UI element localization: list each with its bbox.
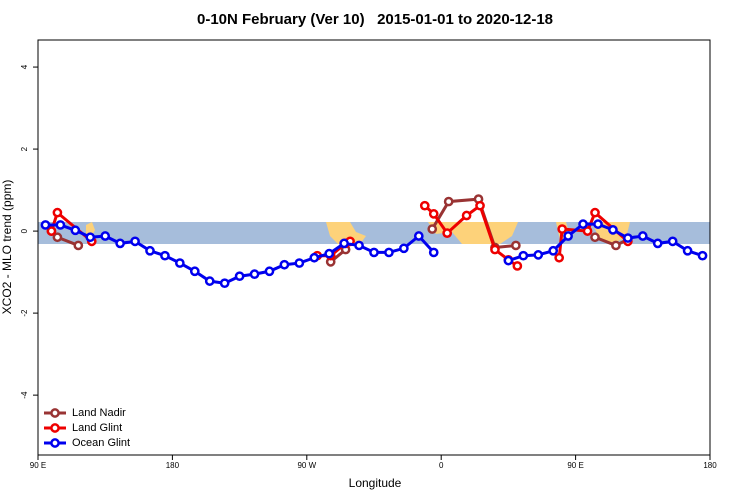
point: [204, 276, 215, 286]
ocean-band: [38, 222, 710, 244]
point: [582, 226, 593, 236]
point: [637, 231, 648, 241]
point: [475, 200, 485, 211]
point: [608, 225, 618, 235]
x-tick-label: 90 E: [567, 461, 583, 470]
point: [189, 266, 200, 277]
point: [611, 240, 621, 251]
point: [145, 245, 155, 256]
point: [511, 240, 521, 251]
x-tick-label: 180: [703, 461, 717, 470]
point: [219, 278, 230, 289]
point: [682, 245, 693, 256]
point: [548, 245, 559, 256]
legend-marker: [50, 423, 60, 433]
land: [428, 222, 518, 244]
point: [490, 244, 500, 255]
point: [354, 240, 364, 251]
point: [52, 232, 63, 243]
point: [652, 238, 663, 249]
point: [419, 200, 430, 211]
point: [442, 228, 453, 238]
point: [667, 236, 678, 247]
x-tick-label: 180: [166, 461, 180, 470]
map-band: [38, 222, 710, 244]
point: [590, 207, 600, 218]
point: [175, 258, 185, 268]
point: [264, 266, 275, 277]
point: [55, 220, 66, 230]
land: [326, 222, 366, 244]
point: [339, 238, 349, 249]
legend-label: Land Nadir: [72, 407, 126, 419]
point: [85, 232, 96, 243]
x-tick-label: 0: [439, 461, 444, 470]
point: [590, 232, 600, 243]
point: [40, 220, 51, 230]
point: [413, 231, 424, 241]
x-axis-label: Longitude: [349, 476, 402, 490]
point: [309, 252, 320, 263]
point: [554, 252, 565, 263]
point: [324, 248, 335, 259]
x-tick-label: 90 E: [30, 461, 46, 470]
point: [369, 247, 379, 258]
y-tick-label: 4: [20, 64, 29, 69]
point: [249, 269, 260, 280]
chart-title: 0-10N February (Ver 10) 2015-01-01 to 20…: [197, 11, 553, 28]
point: [384, 247, 394, 258]
y-tick-label: -2: [20, 309, 29, 317]
point: [428, 209, 439, 219]
point: [73, 240, 84, 251]
point: [443, 196, 454, 207]
point: [115, 238, 125, 249]
point: [461, 210, 472, 221]
y-tick-label: 0: [20, 228, 29, 233]
legend-marker: [50, 438, 60, 448]
point: [160, 250, 170, 261]
point: [52, 207, 63, 218]
point: [578, 219, 588, 229]
point: [593, 219, 603, 229]
point: [563, 231, 573, 241]
point: [130, 236, 140, 247]
y-tick-label: -4: [20, 391, 29, 399]
point: [100, 231, 111, 241]
point: [70, 225, 81, 236]
point: [697, 250, 708, 261]
y-tick-label: 2: [20, 146, 29, 151]
point: [518, 250, 529, 261]
x-tick-label: 90 W: [297, 461, 316, 470]
point: [427, 224, 438, 234]
point: [234, 271, 245, 282]
point: [533, 250, 544, 260]
point: [279, 259, 290, 270]
point: [623, 233, 633, 243]
point: [557, 224, 568, 234]
legend-label: Ocean Glint: [72, 437, 130, 449]
legend-marker: [50, 408, 60, 418]
point: [512, 261, 523, 271]
plot-frame: [37, 39, 711, 456]
legend-label: Land Glint: [72, 422, 122, 434]
point: [399, 243, 409, 254]
point: [503, 255, 514, 266]
point: [46, 226, 57, 236]
y-axis-label: XCO2 - MLO trend (ppm): [0, 180, 14, 315]
point: [294, 258, 305, 268]
point: [428, 247, 439, 258]
